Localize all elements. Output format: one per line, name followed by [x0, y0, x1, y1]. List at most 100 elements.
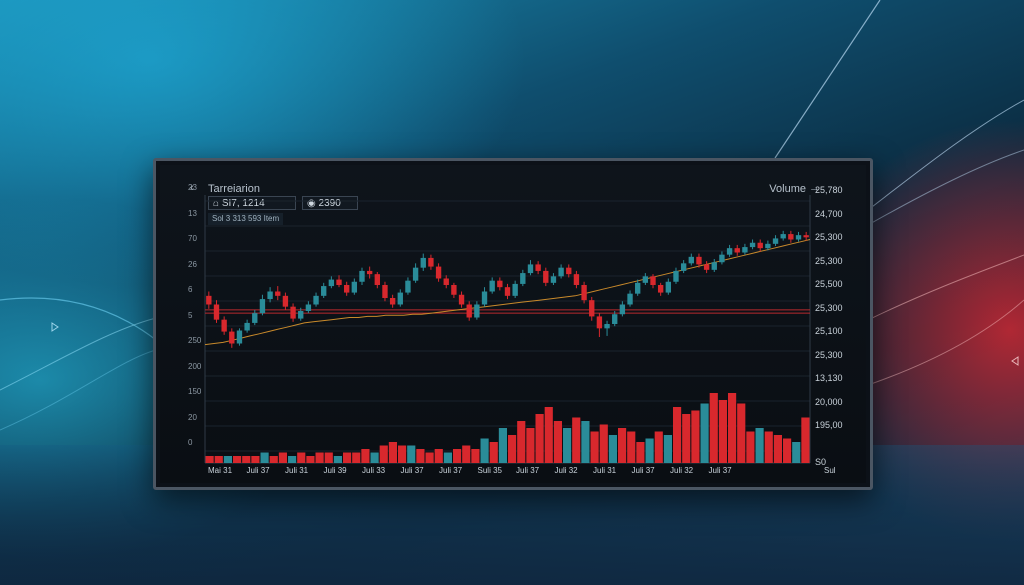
left-axis-tick-label: 200: [188, 361, 202, 371]
volume-bar: [691, 410, 700, 463]
volume-bar: [333, 456, 342, 463]
candle-body: [726, 248, 733, 255]
volume-bar: [581, 421, 590, 463]
volume-bar: [398, 445, 407, 463]
right-axis-tick-label: 195,00: [815, 420, 843, 430]
right-axis-tick-label: 25,500: [815, 279, 843, 289]
candle-body: [657, 285, 664, 293]
candle-body: [451, 285, 457, 295]
candle-body: [543, 270, 549, 283]
volume-bar: [645, 438, 654, 463]
sub-info-bar: Sol 3 313 593 Item: [208, 213, 284, 225]
candle-body: [627, 293, 633, 305]
volume-bar: [682, 414, 691, 463]
candle-body: [497, 280, 503, 288]
x-axis-tick-label: Juli 37: [631, 466, 655, 475]
light-streak: [0, 317, 157, 391]
x-axis-tick-label: Suli 35: [477, 466, 502, 475]
volume-bar: [709, 393, 718, 463]
candle-body: [374, 274, 380, 285]
symbol-field[interactable]: ⌂ SI7, 1214: [208, 196, 296, 210]
volume-bar: [471, 449, 480, 463]
x-axis-tick-label: Juli 32: [554, 466, 578, 475]
candle-body: [635, 282, 641, 294]
candle-body: [566, 267, 572, 275]
volume-bar: [233, 456, 242, 463]
light-streak: [867, 299, 1024, 386]
candle-body: [321, 286, 327, 296]
volume-bar: [563, 428, 572, 463]
left-axis-tick-label: 250: [188, 336, 202, 345]
price-value: 2390: [318, 198, 341, 209]
volume-bar: [352, 452, 361, 463]
right-axis-tick-label: 25,300: [815, 302, 843, 313]
volume-bar: [673, 407, 682, 463]
candle-body: [757, 242, 763, 249]
candle-body: [489, 280, 495, 292]
play-icon: [51, 322, 59, 332]
candle-body: [734, 248, 740, 253]
volume-bar: [379, 445, 388, 463]
volume-bar: [242, 456, 251, 463]
x-axis-tick-label: Juli 31: [593, 466, 617, 475]
volume-bar: [306, 456, 315, 463]
volume-bar: [416, 449, 425, 463]
volume-bar: [205, 456, 214, 463]
x-axis-tick-label: Sul: [824, 466, 836, 475]
volume-bar: [792, 442, 801, 463]
volume-bar: [718, 400, 727, 463]
x-axis-tick-label: Juli 37: [246, 466, 270, 475]
volume-bar: [608, 435, 617, 463]
x-axis-tick-label: Juli 37: [439, 466, 463, 475]
candle-body: [589, 300, 595, 317]
chevron-left-icon[interactable]: ‹: [190, 182, 194, 194]
candle-body: [612, 314, 618, 324]
candle-body: [282, 295, 289, 307]
candle-body: [680, 263, 687, 271]
volume-bar: [297, 452, 306, 463]
volume-bar: [407, 445, 416, 463]
volume-bar: [755, 428, 764, 463]
light-streak: [867, 149, 1024, 226]
chart-title: Tarreiarion: [208, 183, 260, 195]
volume-bar: [783, 438, 792, 463]
arrow-right-icon[interactable]: →: [809, 182, 820, 194]
light-streak: [774, 0, 881, 159]
candle-body: [252, 313, 258, 323]
candle-body: [719, 254, 725, 263]
volume-bar: [480, 438, 489, 463]
candle-body: [696, 256, 702, 265]
volume-bar: [370, 452, 379, 463]
volume-bar: [618, 428, 627, 463]
candle-body: [474, 304, 480, 318]
candle-body: [244, 322, 250, 331]
candle-body: [397, 292, 403, 305]
candle-body: [343, 285, 350, 293]
volume-bar: [764, 431, 773, 463]
candle-body: [596, 316, 603, 329]
volume-bar: [553, 421, 562, 463]
candle-body: [405, 280, 411, 293]
price-field[interactable]: ◉ 2390: [302, 196, 358, 210]
candle-body: [359, 270, 365, 282]
volume-bar: [489, 442, 498, 463]
right-axis-tick-label: S0: [815, 457, 827, 467]
volume-bar: [361, 449, 370, 463]
candle-body: [742, 247, 748, 253]
volume-bar: [517, 421, 526, 463]
x-axis-tick-label: Juli 37: [708, 466, 732, 475]
volume-bar: [526, 428, 535, 463]
candle-body: [458, 294, 465, 305]
volume-bar: [315, 452, 324, 463]
candle-body: [573, 274, 580, 285]
candle-body: [619, 304, 626, 315]
volume-bar: [324, 452, 333, 463]
candle-body: [527, 264, 534, 274]
volume-bar: [288, 456, 297, 463]
lock-icon: ⌂: [213, 198, 220, 209]
candle-body: [435, 266, 442, 279]
light-streak: [867, 99, 1024, 211]
left-axis-tick-label: 20: [188, 412, 197, 422]
candle-body: [703, 264, 710, 270]
